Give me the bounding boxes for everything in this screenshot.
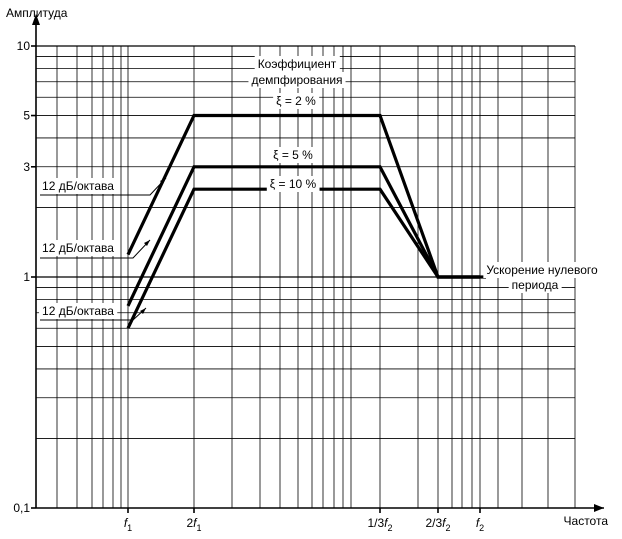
x-tick-label-2f2_3: 2/3f2 (425, 516, 450, 533)
series-label-2-bg (270, 147, 317, 163)
slope-leader-1 (40, 177, 167, 196)
series-curves (126, 113, 486, 329)
y-tick-label: 1 (23, 270, 30, 284)
slope-label-1-bg (39, 178, 118, 194)
slope-leader-2 (40, 239, 151, 259)
x-axis-arrow (594, 504, 604, 512)
slope-label-3-bg (39, 303, 118, 319)
slope-label-1: 12 дБ/октава (42, 179, 114, 193)
y-tick-label: 3 (23, 160, 30, 174)
slope-label-2: 12 дБ/октава (42, 241, 114, 255)
damping-title-line2-bg (248, 72, 346, 88)
series-label-3: ξ = 10 % (270, 177, 317, 191)
series-label-3-bg (266, 176, 320, 192)
x-tick-label-f2: f2 (476, 516, 484, 533)
damping-title-line1-bg (254, 56, 340, 72)
grid (36, 45, 576, 509)
y-axis-arrow (32, 14, 40, 25)
y-axis-title: Амплитуда (6, 6, 68, 20)
damping-title-line2: демпфирования (251, 73, 342, 87)
series-label-1: ξ = 2 % (276, 94, 316, 108)
y-tick-label: 10 (17, 39, 31, 53)
slope-arrowhead-3 (140, 308, 146, 314)
slope-arrowhead-1 (160, 178, 166, 184)
y-tick-label: 0,1 (13, 501, 30, 515)
slope-label-2-bg (39, 240, 118, 256)
labels: Амплитуда Частота f1 2f1 1/3f2 2/3f2 f2 Коэффиц… (6, 6, 608, 533)
series-label-1-bg (273, 93, 320, 109)
axes: 10 5 3 1 0,1 (13, 14, 604, 515)
y-tick-label: 5 (23, 109, 30, 123)
x-tick-label-f2_3: 1/3f2 (367, 516, 392, 533)
slope-arrowhead-2 (144, 240, 150, 246)
x-tick-label-f1: f1 (124, 516, 132, 533)
zpa-label-line1-bg (483, 262, 601, 278)
series-label-2: ξ = 5 % (273, 148, 313, 162)
damping-title-line1: Коэффициент (258, 57, 337, 71)
zpa-label-line2-bg (508, 277, 562, 293)
series-line-3 (126, 187, 480, 329)
x-tick-label-2f1: 2f1 (186, 516, 201, 533)
zpa-label-line2: периода (512, 278, 559, 292)
zpa-label-line1: Ускорение нулевого (486, 263, 598, 277)
slope-label-3: 12 дБ/октава (42, 304, 114, 318)
x-axis-title: Частота (564, 514, 609, 528)
